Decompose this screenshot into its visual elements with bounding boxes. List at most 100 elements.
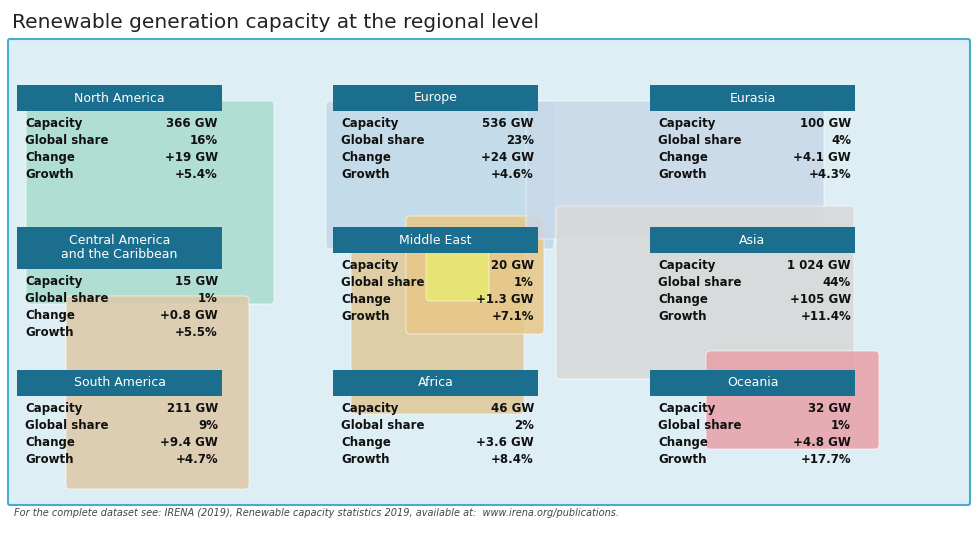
Text: +4.6%: +4.6% <box>490 168 533 181</box>
Text: Growth: Growth <box>25 453 73 466</box>
Text: Change: Change <box>341 436 391 449</box>
Text: +3.6 GW: +3.6 GW <box>476 436 533 449</box>
Text: Growth: Growth <box>341 168 389 181</box>
Text: Capacity: Capacity <box>341 402 398 415</box>
Text: Oceania: Oceania <box>726 377 778 390</box>
Text: +11.4%: +11.4% <box>799 310 850 323</box>
Text: Europe: Europe <box>413 92 457 105</box>
FancyBboxPatch shape <box>650 370 854 396</box>
Text: Capacity: Capacity <box>25 117 82 130</box>
Text: 1%: 1% <box>198 292 218 305</box>
Text: +4.1 GW: +4.1 GW <box>792 151 850 164</box>
FancyBboxPatch shape <box>526 101 824 239</box>
Text: 100 GW: 100 GW <box>799 117 850 130</box>
Text: Growth: Growth <box>25 326 73 339</box>
Text: Change: Change <box>341 151 391 164</box>
Text: South America: South America <box>73 377 165 390</box>
Text: Change: Change <box>25 309 75 322</box>
Text: 1%: 1% <box>514 276 533 289</box>
Text: Change: Change <box>341 293 391 306</box>
Text: +105 GW: +105 GW <box>789 293 850 306</box>
Text: Change: Change <box>25 436 75 449</box>
Text: 32 GW: 32 GW <box>807 402 850 415</box>
Text: +7.1%: +7.1% <box>491 310 533 323</box>
Text: Global share: Global share <box>341 276 424 289</box>
FancyBboxPatch shape <box>17 227 222 269</box>
Text: Capacity: Capacity <box>25 275 82 288</box>
Text: North America: North America <box>74 92 165 105</box>
Text: Global share: Global share <box>25 292 108 305</box>
Text: +4.7%: +4.7% <box>175 453 218 466</box>
FancyBboxPatch shape <box>556 206 853 379</box>
Text: Global share: Global share <box>658 419 741 432</box>
Text: +19 GW: +19 GW <box>165 151 218 164</box>
Text: 46 GW: 46 GW <box>490 402 533 415</box>
Text: Renewable generation capacity at the regional level: Renewable generation capacity at the reg… <box>12 13 538 32</box>
Text: +17.7%: +17.7% <box>799 453 850 466</box>
Text: 2%: 2% <box>514 419 533 432</box>
FancyBboxPatch shape <box>332 85 537 111</box>
Text: Africa: Africa <box>417 377 453 390</box>
Text: Capacity: Capacity <box>25 402 82 415</box>
Text: Change: Change <box>658 293 707 306</box>
FancyBboxPatch shape <box>8 39 969 505</box>
Text: 1 024 GW: 1 024 GW <box>786 259 850 272</box>
Text: Global share: Global share <box>25 419 108 432</box>
FancyBboxPatch shape <box>332 370 537 396</box>
FancyBboxPatch shape <box>17 85 222 111</box>
Text: Capacity: Capacity <box>341 259 398 272</box>
Text: Growth: Growth <box>658 453 705 466</box>
Text: Change: Change <box>25 151 75 164</box>
Text: 536 GW: 536 GW <box>482 117 533 130</box>
Text: +9.4 GW: +9.4 GW <box>160 436 218 449</box>
FancyBboxPatch shape <box>325 101 553 249</box>
Text: Eurasia: Eurasia <box>729 92 775 105</box>
Text: 1%: 1% <box>830 419 850 432</box>
Text: 4%: 4% <box>830 134 850 147</box>
Text: 366 GW: 366 GW <box>166 117 218 130</box>
Text: +5.4%: +5.4% <box>175 168 218 181</box>
FancyBboxPatch shape <box>405 216 543 334</box>
Text: 15 GW: 15 GW <box>175 275 218 288</box>
Text: Global share: Global share <box>341 419 424 432</box>
FancyBboxPatch shape <box>26 101 274 304</box>
Text: +1.3 GW: +1.3 GW <box>476 293 533 306</box>
Text: +8.4%: +8.4% <box>490 453 533 466</box>
FancyBboxPatch shape <box>17 370 222 396</box>
Text: Global share: Global share <box>341 134 424 147</box>
Text: Growth: Growth <box>341 310 389 323</box>
Text: 20 GW: 20 GW <box>490 259 533 272</box>
Text: Change: Change <box>658 436 707 449</box>
Text: Asia: Asia <box>739 233 765 246</box>
FancyBboxPatch shape <box>426 251 488 301</box>
Text: 23%: 23% <box>505 134 533 147</box>
Text: Capacity: Capacity <box>658 117 714 130</box>
Text: 211 GW: 211 GW <box>167 402 218 415</box>
Text: Growth: Growth <box>341 453 389 466</box>
Text: +24 GW: +24 GW <box>481 151 533 164</box>
Text: Global share: Global share <box>658 134 741 147</box>
Text: Global share: Global share <box>25 134 108 147</box>
FancyBboxPatch shape <box>650 227 854 253</box>
FancyBboxPatch shape <box>650 85 854 111</box>
Text: 16%: 16% <box>190 134 218 147</box>
Text: 9%: 9% <box>197 419 218 432</box>
Text: +0.8 GW: +0.8 GW <box>160 309 218 322</box>
Text: +4.8 GW: +4.8 GW <box>792 436 850 449</box>
Text: Global share: Global share <box>658 276 741 289</box>
Text: Growth: Growth <box>25 168 73 181</box>
Text: +5.5%: +5.5% <box>175 326 218 339</box>
Text: Capacity: Capacity <box>658 259 714 272</box>
Text: Capacity: Capacity <box>341 117 398 130</box>
Text: Central America: Central America <box>68 234 170 247</box>
Text: Middle East: Middle East <box>399 233 471 246</box>
FancyBboxPatch shape <box>705 351 878 449</box>
Text: Change: Change <box>658 151 707 164</box>
Text: and the Caribbean: and the Caribbean <box>62 249 178 262</box>
Text: For the complete dataset see: IRENA (2019), Renewable capacity statistics 2019, : For the complete dataset see: IRENA (201… <box>14 508 618 518</box>
Text: Capacity: Capacity <box>658 402 714 415</box>
Text: Growth: Growth <box>658 310 705 323</box>
Text: 44%: 44% <box>822 276 850 289</box>
Text: Growth: Growth <box>658 168 705 181</box>
Text: +4.3%: +4.3% <box>808 168 850 181</box>
